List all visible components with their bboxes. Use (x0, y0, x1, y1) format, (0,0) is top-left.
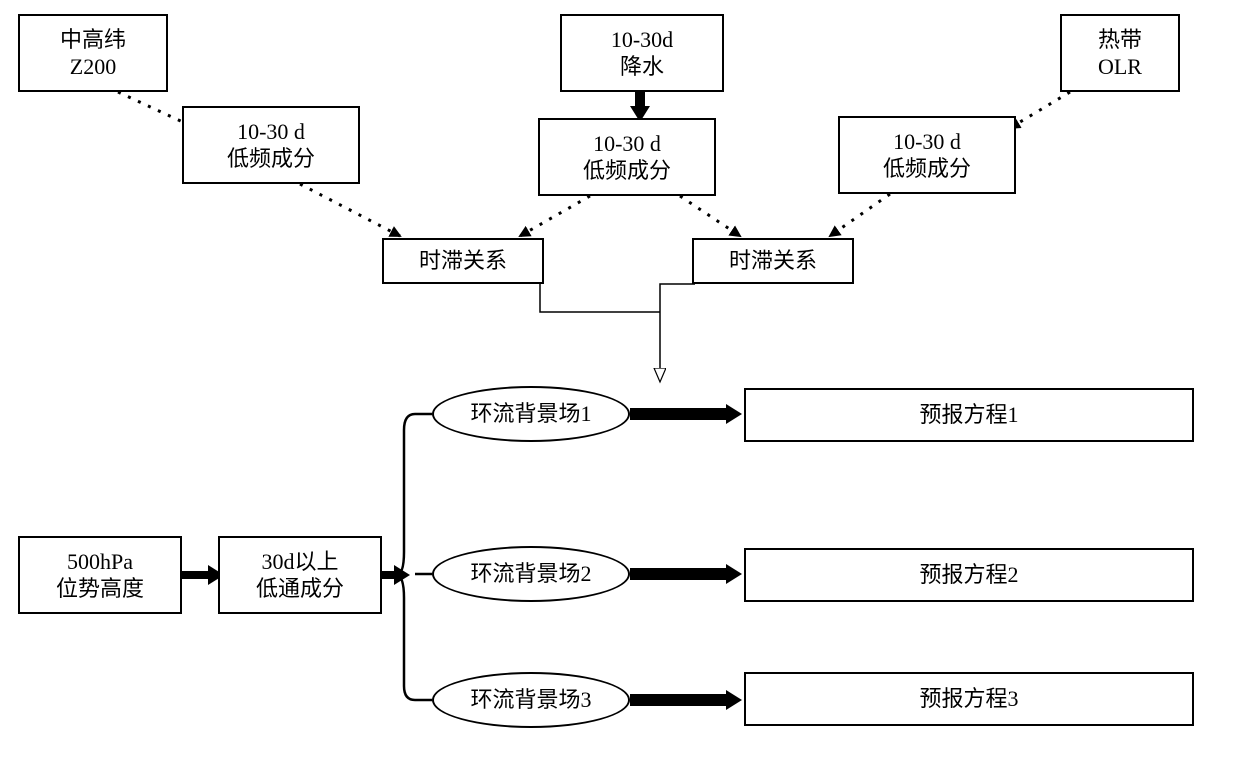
forecast-3: 预报方程3 (744, 672, 1194, 726)
lowfreq-mid: 10-30 d 低频成分 (538, 118, 716, 196)
circulation-3: 环流背景场3 (432, 672, 630, 728)
circulation-2: 环流背景场2 (432, 546, 630, 602)
lowpass-30d: 30d以上 低通成分 (218, 536, 382, 614)
input-500hpa: 500hPa 位势高度 (18, 536, 182, 614)
lowfreq-left: 10-30 d 低频成分 (182, 106, 360, 184)
input-olr: 热带 OLR (1060, 14, 1180, 92)
lowfreq-right: 10-30 d 低频成分 (838, 116, 1016, 194)
input-precip: 10-30d 降水 (560, 14, 724, 92)
lag-left: 时滞关系 (382, 238, 544, 284)
input-z200: 中高纬 Z200 (18, 14, 168, 92)
forecast-2: 预报方程2 (744, 548, 1194, 602)
forecast-1: 预报方程1 (744, 388, 1194, 442)
lag-right: 时滞关系 (692, 238, 854, 284)
circulation-1: 环流背景场1 (432, 386, 630, 442)
